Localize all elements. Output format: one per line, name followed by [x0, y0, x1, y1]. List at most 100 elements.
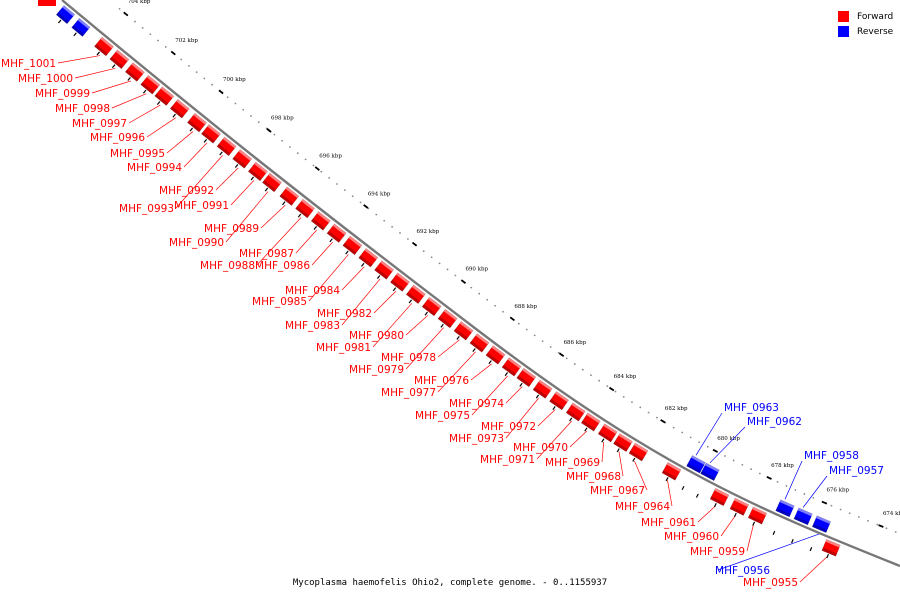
gene-highlight — [222, 137, 237, 149]
gene-arrow — [201, 124, 221, 144]
leader-line — [128, 104, 161, 124]
gene-shadow — [342, 243, 357, 255]
gene-highlight — [364, 248, 378, 260]
leader-line — [601, 441, 605, 463]
gene-arrow — [140, 74, 161, 95]
minor-tick-dot — [557, 351, 560, 354]
gene-marker — [601, 438, 605, 443]
gene-highlight — [77, 18, 91, 30]
minor-tick-dot — [894, 531, 897, 533]
gene-label: MHF_0988 — [200, 260, 255, 272]
minor-tick-dot — [296, 152, 299, 155]
tick-label: 682 kbp — [665, 406, 688, 412]
leader-line — [720, 515, 736, 537]
gene-marker — [297, 213, 302, 218]
gene-shadow — [262, 180, 277, 192]
gene-highlight — [146, 75, 160, 87]
minor-tick-dot — [614, 390, 617, 393]
minor-tick-dot — [157, 39, 159, 42]
major-tick — [411, 241, 418, 247]
gene-shadow — [729, 506, 745, 516]
gene-block — [390, 272, 410, 292]
gene-marker — [713, 502, 717, 508]
minor-tick-dot — [407, 238, 409, 240]
gene-marker — [57, 19, 62, 24]
gene-highlight — [411, 284, 426, 297]
gene-label: MHF_0980 — [349, 330, 404, 342]
gene-shadow — [94, 44, 108, 56]
gene-label: MHF_0997 — [72, 118, 127, 130]
minor-tick-dot — [304, 158, 307, 161]
gene-highlight — [301, 199, 315, 211]
gene-label: MHF_0968 — [566, 471, 621, 483]
gene-label: MHF_0971 — [480, 454, 535, 466]
gene-label: MHF_0976 — [414, 375, 469, 387]
gene-arrow — [628, 442, 649, 462]
gene-highlight — [268, 173, 282, 185]
gene-shadow — [187, 120, 201, 132]
gene-marker — [264, 187, 269, 192]
gene-arrow — [661, 462, 682, 481]
gene-arrow — [342, 235, 363, 256]
minor-tick-dot — [876, 523, 879, 526]
minor-tick-dot — [565, 357, 568, 360]
gene-arrow — [310, 211, 331, 231]
gene-label: MHF_0974 — [449, 398, 504, 410]
leader-line — [709, 426, 746, 464]
gene-shadow — [311, 218, 325, 231]
gene-marker — [681, 485, 685, 491]
minor-tick-dot — [478, 292, 481, 295]
gene-marker — [156, 101, 161, 105]
gene-highlight — [100, 37, 114, 49]
major-tick — [266, 128, 272, 133]
gene-marker — [504, 372, 508, 377]
minor-tick-dot — [706, 445, 709, 448]
minor-tick-dot — [812, 496, 815, 499]
gene-label: MHF_0973 — [449, 433, 504, 445]
tick-label: 696 kbp — [319, 154, 342, 160]
gene-marker — [361, 262, 365, 267]
major-tick — [460, 279, 467, 284]
minor-tick-dot — [359, 201, 362, 204]
gene-marker — [142, 89, 147, 94]
gene-label: MHF_0984 — [285, 285, 340, 297]
leader-line — [373, 290, 397, 314]
minor-tick-dot — [312, 164, 315, 167]
legend-reverse: Reverse — [838, 24, 893, 39]
minor-tick-dot — [211, 83, 214, 86]
gene-marker — [234, 163, 239, 168]
gene-marker — [172, 113, 176, 118]
minor-tick-dot — [533, 334, 536, 337]
major-tick — [660, 419, 666, 424]
gene-arrow — [421, 296, 442, 317]
minor-tick-dot — [250, 115, 252, 117]
gene-arrow — [247, 161, 268, 182]
gene-shadow — [295, 206, 310, 218]
gene-block — [532, 379, 553, 399]
minor-tick-dot — [750, 468, 752, 471]
minor-tick-dot — [885, 527, 888, 530]
leader-line — [802, 475, 828, 508]
leader-line — [697, 505, 716, 523]
gene-block — [700, 462, 720, 481]
reverse-swatch — [838, 26, 849, 37]
gene-marker — [569, 417, 573, 422]
gene-label: MHF_0998 — [55, 103, 110, 115]
gene-arrow — [390, 272, 410, 292]
gene-label: MHF_0996 — [90, 132, 145, 144]
minor-tick-dot — [549, 346, 552, 348]
gene-arrow — [326, 223, 347, 243]
gene-block — [661, 462, 682, 481]
minor-tick-dot — [180, 58, 183, 61]
gene-highlight — [522, 368, 536, 380]
minor-tick-dot — [622, 395, 625, 398]
gene-arrow — [793, 507, 813, 526]
gene-marker — [203, 138, 208, 143]
gene-shadow — [422, 304, 436, 316]
gene-highlight — [459, 321, 474, 333]
leader-line — [225, 191, 269, 243]
gene-label: MHF_0987 — [239, 248, 294, 260]
gene-highlight — [285, 186, 299, 199]
gene-shadow — [109, 56, 124, 69]
gene-shadow — [549, 398, 564, 410]
